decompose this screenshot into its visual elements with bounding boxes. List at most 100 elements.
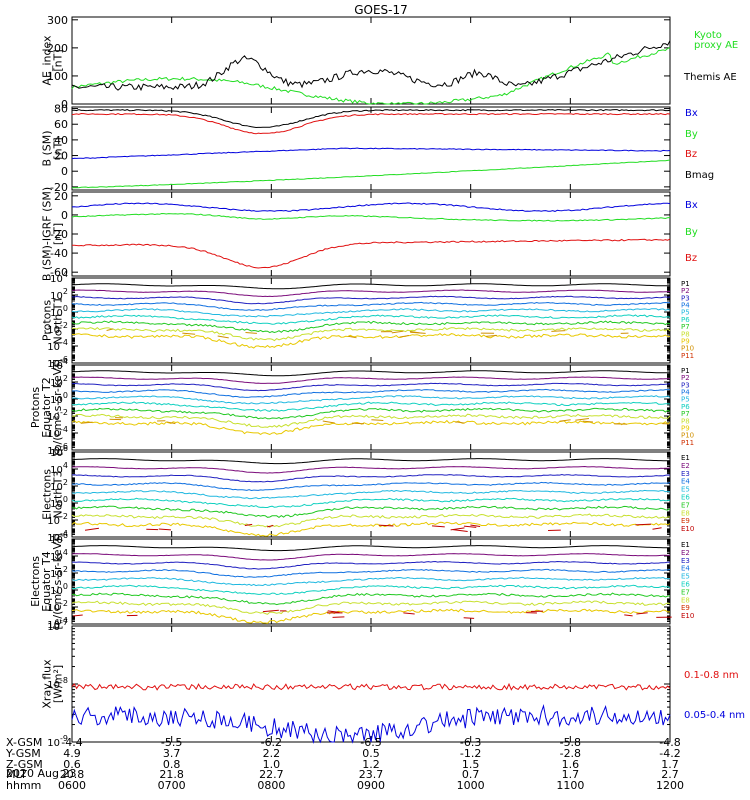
x-tick-label: -6.5 bbox=[360, 736, 381, 749]
series-dash bbox=[245, 331, 257, 334]
series-E1 bbox=[71, 545, 670, 552]
series-dash bbox=[575, 418, 589, 421]
legend-E9: E9 bbox=[681, 517, 690, 525]
x-tick-label: 0700 bbox=[158, 779, 186, 792]
series-kyoto-proxy-ae bbox=[71, 47, 671, 105]
y-axis-label: B (SM)-IGRF (SM)[nT] bbox=[41, 187, 65, 281]
series-dash bbox=[351, 422, 364, 425]
series-E6 bbox=[71, 584, 671, 596]
legend-P10: P10 bbox=[681, 345, 694, 353]
y-tick-label: 60 bbox=[54, 118, 68, 131]
x-tick-label: -4.8 bbox=[659, 736, 680, 749]
series-dash bbox=[371, 419, 384, 421]
series-dash bbox=[636, 612, 648, 615]
legend-P6: P6 bbox=[681, 403, 690, 411]
y-tick-label: 20 bbox=[54, 190, 68, 203]
x-tick-label: 0.8 bbox=[163, 758, 181, 771]
x-tick-label: 2.7 bbox=[661, 768, 679, 781]
series-dash bbox=[403, 612, 415, 615]
series-dash bbox=[327, 610, 340, 613]
legend-kyoto-proxy-ae: Kyoto bbox=[694, 30, 722, 41]
series-dash bbox=[81, 421, 93, 424]
legend-P3: P3 bbox=[681, 381, 690, 389]
series-dash bbox=[166, 421, 176, 425]
series-dash bbox=[455, 421, 465, 424]
y-tick-label: -20 bbox=[50, 228, 68, 241]
series-E9 bbox=[71, 521, 671, 537]
x-tick-label: -6.2 bbox=[261, 736, 282, 749]
x-tick-label: 23.7 bbox=[359, 768, 384, 781]
y-tick-label: 20 bbox=[54, 150, 68, 163]
y-tick-label: 300 bbox=[47, 14, 68, 27]
x-tick-label: 1.7 bbox=[661, 758, 679, 771]
series-P3 bbox=[71, 295, 671, 305]
x-tick-label: 22.7 bbox=[259, 768, 284, 781]
series-dash bbox=[431, 525, 445, 528]
legend-P7: P7 bbox=[681, 323, 690, 331]
legend-E4: E4 bbox=[681, 478, 690, 486]
series-P3 bbox=[71, 382, 671, 392]
panel-frame bbox=[71, 364, 671, 451]
x-tick-label: 4.9 bbox=[63, 747, 81, 760]
legend-E2: E2 bbox=[681, 549, 690, 557]
series-P5 bbox=[71, 308, 671, 318]
series-E7 bbox=[71, 592, 671, 606]
legend-P5: P5 bbox=[681, 396, 690, 404]
x-tick-label: -5.8 bbox=[560, 736, 581, 749]
series-dash bbox=[244, 523, 253, 526]
legend-P9: P9 bbox=[681, 424, 690, 432]
series-dash bbox=[635, 523, 652, 526]
legend-E8: E8 bbox=[681, 509, 690, 517]
y-tick-label: -20 bbox=[50, 181, 68, 194]
x-tick-label: 1100 bbox=[556, 779, 584, 792]
panel-bigrf: -60 -40 -20 0 20B (SM)-IGRF (SM)[nT] Bx By Bz bbox=[41, 187, 698, 281]
series-dash bbox=[267, 525, 274, 528]
series-xray-short bbox=[71, 703, 671, 744]
legend-E9: E9 bbox=[681, 604, 690, 612]
legend-E7: E7 bbox=[681, 501, 690, 509]
series-dash bbox=[410, 331, 426, 334]
series-P6 bbox=[71, 401, 671, 412]
y-axis-label: B (SM)[nT] bbox=[41, 130, 65, 166]
legend-E6: E6 bbox=[681, 581, 690, 589]
series-bz bbox=[71, 238, 671, 269]
legend-Bz: Bz bbox=[685, 149, 697, 160]
series-dash bbox=[391, 330, 404, 334]
x-tick-label: 1.6 bbox=[562, 758, 580, 771]
legend-P8: P8 bbox=[681, 330, 690, 338]
series-dash bbox=[332, 616, 345, 618]
legend-P8: P8 bbox=[681, 417, 690, 425]
series-dash bbox=[217, 335, 229, 339]
series-dash bbox=[158, 528, 171, 531]
y-axis-label: ProtonsEquator T2[p/(cm²-s-sr-keV)] bbox=[29, 359, 64, 456]
series-P1 bbox=[71, 370, 670, 377]
series-E3 bbox=[71, 560, 671, 570]
series-dash bbox=[485, 334, 497, 337]
series-dash bbox=[582, 420, 593, 423]
x-row-label: Z-GSM bbox=[6, 758, 43, 771]
x-tick-label: 1200 bbox=[656, 779, 684, 792]
series-P9 bbox=[71, 332, 670, 349]
legend-E1: E1 bbox=[681, 541, 690, 549]
y-tick-label: 40 bbox=[54, 134, 68, 147]
series-dash bbox=[470, 524, 481, 527]
series-P4 bbox=[71, 301, 671, 311]
x-tick-label: 1.5 bbox=[462, 758, 480, 771]
series-dash bbox=[262, 609, 279, 613]
legend-Bx: Bx bbox=[685, 200, 698, 211]
legend-Bz: Bz bbox=[685, 253, 697, 264]
legend-By: By bbox=[685, 227, 698, 238]
x-tick-label: 1.7 bbox=[562, 768, 580, 781]
series-dash bbox=[182, 332, 196, 335]
series-themis-ae bbox=[71, 40, 671, 92]
legend-E10: E10 bbox=[681, 612, 694, 620]
series-E6 bbox=[71, 497, 671, 508]
legend-P6: P6 bbox=[681, 316, 690, 324]
series-P2 bbox=[71, 376, 671, 384]
legend-P4: P4 bbox=[681, 302, 690, 310]
